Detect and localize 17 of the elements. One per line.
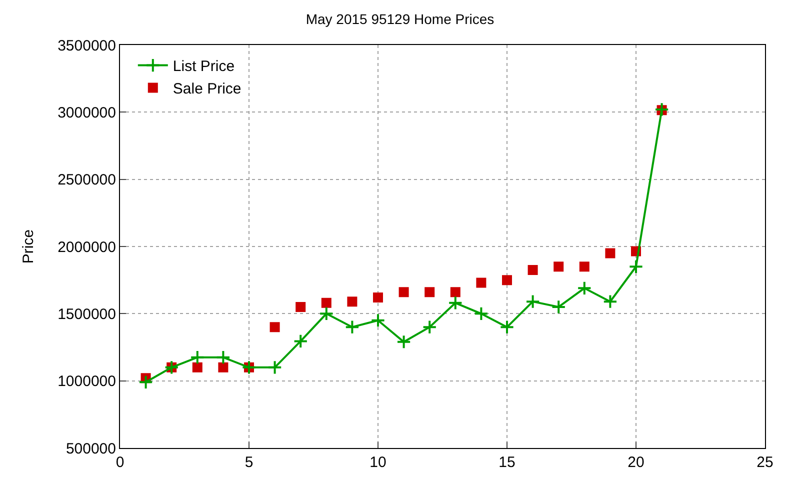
y-tick-label: 2000000	[58, 238, 116, 256]
y-tick-label: 3500000	[58, 37, 116, 54]
y-axis-title: Price	[20, 229, 37, 264]
y-tick-label: 1000000	[58, 373, 116, 390]
x-tick-label: 10	[370, 454, 386, 471]
x-tick-label: 0	[116, 454, 124, 471]
legend-label: List Price	[172, 58, 235, 76]
x-tick-label: 5	[244, 454, 254, 471]
x-tick-label: 20	[628, 454, 644, 471]
y-tick-label: 2500000	[58, 172, 116, 189]
legend-label: Sale Price	[172, 80, 242, 98]
chart-title: May 2015 95129 Home Prices	[306, 11, 494, 28]
y-tick-label: 500000	[66, 440, 116, 458]
y-tick-label: 1500000	[58, 306, 116, 323]
x-tick-label: 15	[498, 454, 516, 471]
y-tick-label: 3000000	[58, 104, 116, 122]
x-tick-label: 25	[756, 454, 774, 471]
